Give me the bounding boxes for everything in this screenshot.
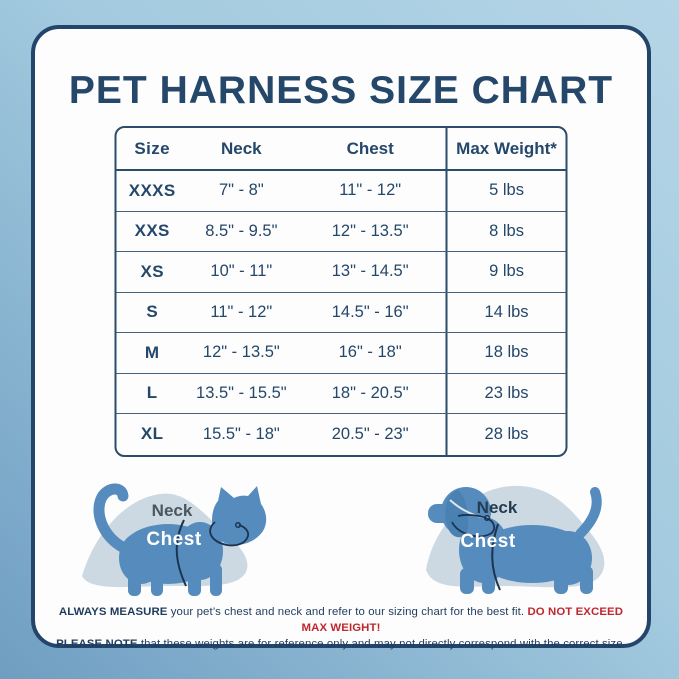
footer-line-1: ALWAYS MEASURE your pet’s chest and neck… — [45, 604, 637, 636]
cat-chest-measure-line — [175, 519, 187, 587]
cell-size: M — [144, 342, 160, 362]
cell-size: XL — [140, 424, 164, 444]
cell-neck: 8.5" - 9.5" — [205, 221, 278, 240]
dog-silhouette — [428, 487, 602, 594]
dog-measurement-diagram: Neck Chest — [408, 466, 618, 596]
cell-chest: 13" - 14.5" — [331, 262, 409, 281]
header-size: Size — [134, 138, 170, 158]
cell-chest: 20.5" - 23" — [331, 424, 409, 443]
cell-neck: 10" - 11" — [210, 262, 273, 281]
please-note-text: PLEASE NOTE — [56, 638, 138, 651]
size-chart-card: PET HARNESS SIZE CHART Size Neck Chest M… — [31, 25, 651, 650]
cell-max-weight: 23 lbs — [445, 373, 566, 413]
cat-chest-label: Chest — [146, 529, 202, 550]
cat-measurement-diagram: Neck Chest — [68, 468, 273, 598]
header-chest: Chest — [346, 138, 394, 158]
cell-size: L — [146, 383, 158, 403]
cell-chest: 16" - 18" — [338, 343, 402, 362]
cell-neck: 15.5" - 18" — [202, 424, 280, 443]
note-instruction-text: that these weights are for reference onl… — [137, 638, 626, 651]
cell-size: XS — [140, 261, 164, 281]
cell-size: S — [146, 302, 159, 322]
table-row: L 13.5" - 15.5" 18" - 20.5" 23 lbs — [116, 373, 566, 414]
cell-neck: 11" - 12" — [210, 302, 273, 321]
table-row: XXXS 7" - 8" 11" - 12" 5 lbs — [116, 171, 566, 212]
table-row: M 12" - 13.5" 16" - 18" 18 lbs — [116, 333, 566, 374]
cat-neck-label: Neck — [151, 501, 193, 520]
dog-chest-measure-line — [491, 523, 501, 591]
cell-neck: 12" - 13.5" — [202, 343, 280, 362]
measure-instruction-text: your pet’s chest and neck and refer to o… — [167, 606, 528, 618]
always-measure-text: ALWAYS MEASURE — [58, 606, 168, 618]
cat-neck-measure-line — [209, 521, 250, 547]
table-row: S 11" - 12" 14.5" - 16" 14 lbs — [116, 292, 566, 333]
cell-chest: 18" - 20.5" — [331, 383, 409, 402]
header-max-weight: Max Weight* — [445, 128, 566, 169]
footer-line-2: PLEASE NOTE that these weights are for r… — [45, 636, 637, 652]
cell-chest: 11" - 12" — [339, 181, 402, 200]
max-weight-warning-text: DO NOT EXCEED MAX WEIGHT! — [301, 606, 624, 635]
cat-illustration — [82, 483, 267, 596]
cell-chest: 12" - 13.5" — [331, 221, 409, 240]
dog-neck-label: Neck — [476, 498, 518, 517]
cell-size: XXXS — [128, 180, 176, 200]
cell-max-weight: 8 lbs — [445, 211, 566, 251]
cell-max-weight: 14 lbs — [445, 292, 566, 332]
dog-neck-measure-line — [451, 514, 496, 538]
cat-silhouette — [93, 483, 267, 596]
table-row: XXS 8.5" - 9.5" 12" - 13.5" 8 lbs — [116, 211, 566, 252]
cell-max-weight: 9 lbs — [445, 252, 566, 292]
size-table: Size Neck Chest Max Weight* XXXS 7" - 8"… — [114, 126, 568, 457]
table-row: XL 15.5" - 18" 20.5" - 23" 28 lbs — [117, 414, 566, 455]
page-title: PET HARNESS SIZE CHART — [68, 69, 614, 112]
cell-max-weight: 5 lbs — [445, 171, 566, 211]
cell-chest: 14.5" - 16" — [331, 302, 409, 321]
header-neck: Neck — [221, 138, 262, 158]
cell-size: XXS — [134, 221, 170, 241]
table-header-row: Size Neck Chest Max Weight* — [116, 128, 566, 171]
footer-note: ALWAYS MEASURE your pet’s chest and neck… — [45, 604, 637, 653]
dog-chest-label: Chest — [460, 531, 516, 552]
table-row: XS 10" - 11" 13" - 14.5" 9 lbs — [116, 252, 566, 293]
cell-max-weight: 28 lbs — [445, 414, 566, 455]
cell-max-weight: 18 lbs — [445, 333, 566, 373]
dog-illustration — [426, 485, 605, 594]
cell-neck: 13.5" - 15.5" — [196, 383, 287, 402]
cell-neck: 7" - 8" — [218, 181, 264, 200]
